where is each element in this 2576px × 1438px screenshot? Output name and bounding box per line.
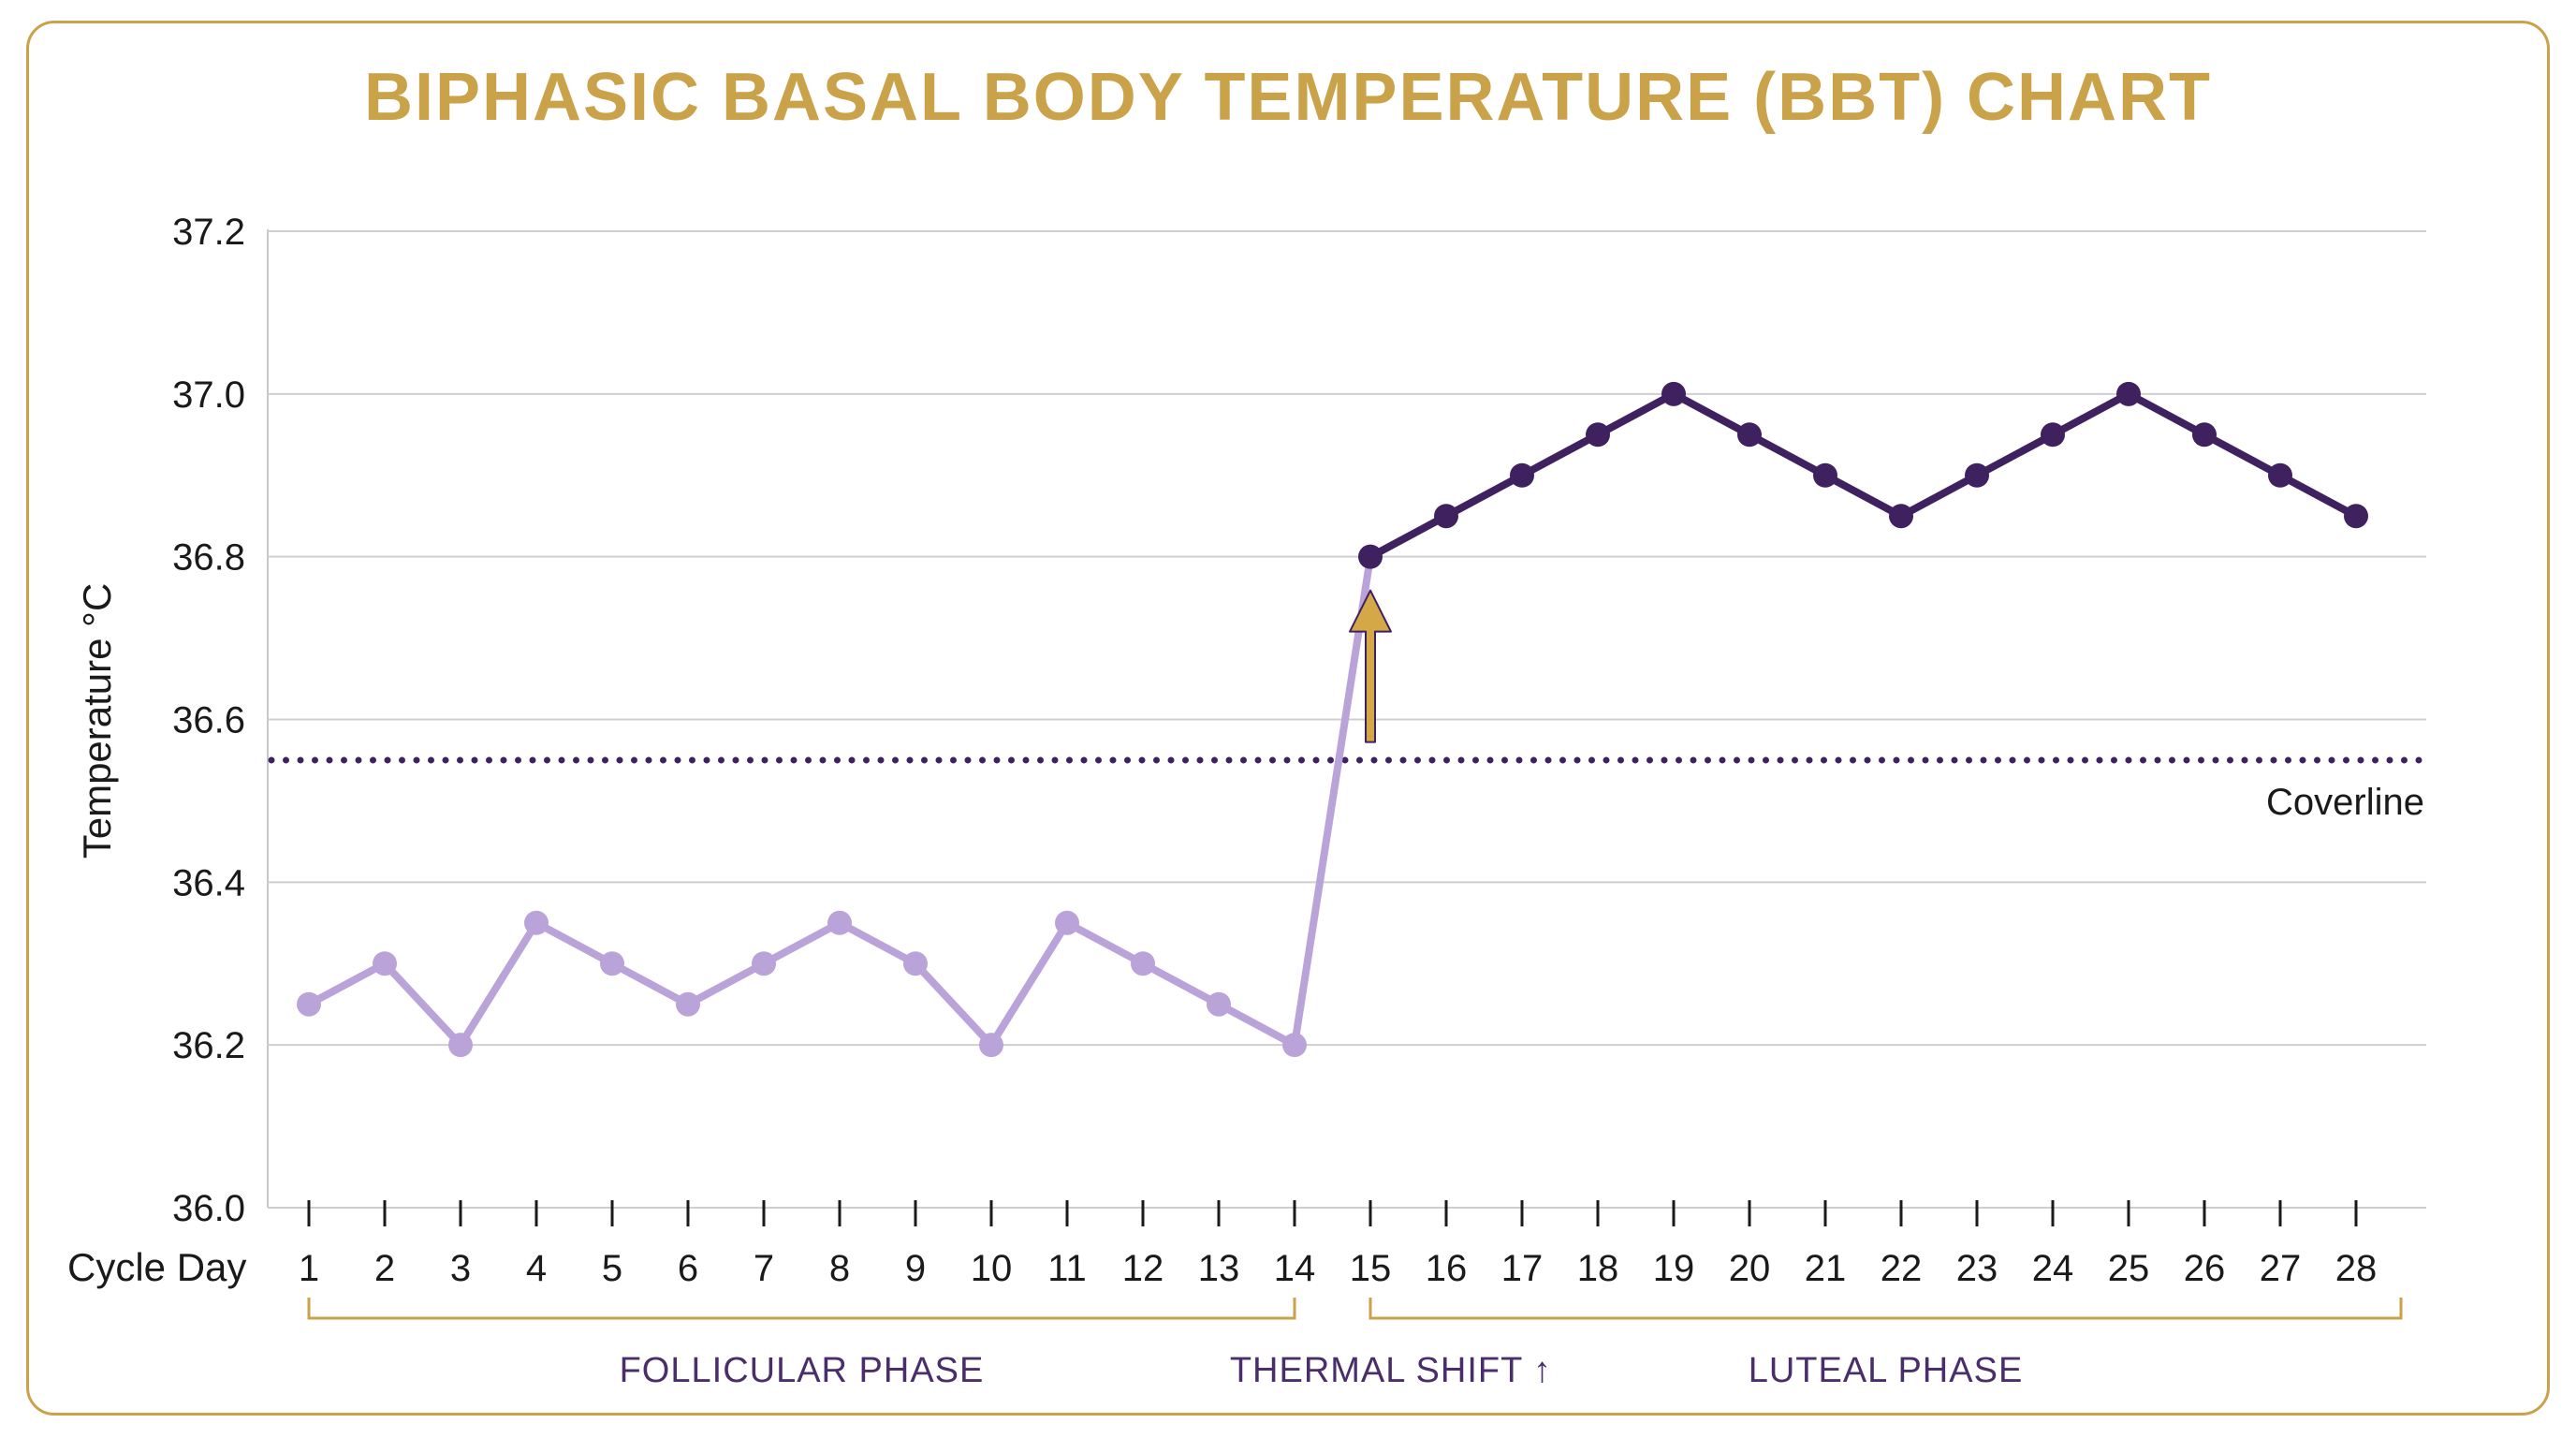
x-tick-label: 2 [374, 1248, 395, 1289]
x-axis-ticks: 1 2 3 4 5 6 7 8 9 10 11 12 13 14 15 16 17 18 19 20 21 22 23 24 2… [299, 1200, 2377, 1289]
coverline-label: Coverline [2266, 782, 2424, 823]
x-tick-label: 4 [526, 1248, 547, 1289]
x-tick-label: 9 [905, 1248, 926, 1289]
luteal-series-point [1586, 422, 1610, 448]
x-tick-label: 10 [971, 1248, 1013, 1289]
follicular-bracket [307, 1298, 1296, 1320]
follicular-series-point [1207, 991, 1231, 1017]
luteal-series-point [1889, 504, 1913, 529]
follicular-series-point [979, 1033, 1003, 1058]
luteal-series-point [1434, 504, 1458, 529]
follicular-series-point [600, 951, 624, 976]
luteal-series-point [1510, 462, 1534, 488]
y-tick-label: 36.0 [172, 1188, 245, 1229]
x-tick-label: 20 [1729, 1248, 1771, 1289]
follicular-phase-label: FOLLICULAR PHASE [620, 1351, 985, 1390]
follicular-series-point [1131, 951, 1155, 976]
follicular-series-point [676, 991, 700, 1017]
follicular-series-point [903, 951, 928, 976]
chart-title: BIPHASIC BASAL BODY TEMPERATURE (BBT) CH… [364, 60, 2212, 135]
luteal-phase-label: LUTEAL PHASE [1749, 1351, 2024, 1390]
x-tick-label: 21 [1805, 1248, 1847, 1289]
follicular-series-point [752, 951, 776, 976]
x-tick-label: 24 [2032, 1248, 2074, 1289]
x-tick-label: 18 [1577, 1248, 1619, 1289]
x-tick-label: 27 [2260, 1248, 2302, 1289]
phase-annotations: FOLLICULAR PHASE THERMAL SHIFT ↑ LUTEAL PH… [307, 1298, 2403, 1390]
y-tick-label: 36.4 [172, 862, 245, 903]
y-axis-label: Temperature °C [75, 583, 119, 859]
luteal-bracket [1368, 1298, 2403, 1320]
follicular-series-point [297, 991, 321, 1017]
follicular-series-point [524, 910, 549, 935]
x-tick-label: 15 [1350, 1248, 1392, 1289]
luteal-series-point [2041, 422, 2065, 448]
luteal-series-point [1358, 544, 1383, 569]
x-tick-label: 22 [1881, 1248, 1923, 1289]
y-tick-label: 36.8 [172, 537, 245, 579]
x-tick-label: 6 [678, 1248, 698, 1289]
y-tick-label: 36.2 [172, 1025, 245, 1066]
x-tick-label: 17 [1501, 1248, 1544, 1289]
luteal-series-point [1965, 462, 1989, 488]
x-tick-label: 11 [1047, 1248, 1087, 1289]
follicular-series-point [827, 910, 852, 935]
series [297, 381, 2368, 1058]
chart-frame [26, 21, 2550, 1416]
luteal-series-point [1737, 422, 1762, 448]
x-tick-label: 28 [2335, 1248, 2378, 1289]
thermal-shift-connector [1291, 552, 1374, 1049]
x-axis-label: Cycle Day [67, 1245, 246, 1289]
x-tick-label: 12 [1122, 1248, 1164, 1289]
x-tick-label: 8 [829, 1248, 850, 1289]
x-tick-label: 16 [1426, 1248, 1468, 1289]
follicular-series-point [1282, 1033, 1307, 1058]
y-tick-label: 37.0 [172, 374, 245, 416]
follicular-series-point [1055, 910, 1079, 935]
y-tick-label: 36.6 [172, 700, 245, 741]
x-tick-label: 5 [602, 1248, 622, 1289]
y-tick-label: 37.2 [172, 212, 245, 253]
luteal-series-line [1367, 389, 2360, 561]
thermal-shift-arrow-icon [1349, 589, 1392, 743]
x-tick-label: 3 [450, 1248, 471, 1289]
luteal-series-point [2268, 462, 2292, 488]
y-axis-ticks: 36.0 36.2 36.4 36.6 36.8 37.0 37.2 [172, 212, 245, 1229]
x-tick-label: 13 [1198, 1248, 1240, 1289]
x-tick-label: 14 [1274, 1248, 1316, 1289]
luteal-series-point [1813, 462, 1837, 488]
follicular-series-point [373, 951, 397, 976]
follicular-series-point [448, 1033, 473, 1058]
x-tick-label: 19 [1653, 1248, 1695, 1289]
follicular-series-line [305, 918, 1298, 1049]
thermal-shift-label: THERMAL SHIFT ↑ [1230, 1351, 1552, 1390]
luteal-series-point [2192, 422, 2217, 448]
x-tick-label: 25 [2108, 1248, 2150, 1289]
x-tick-label: 7 [754, 1248, 774, 1289]
luteal-series-point [2116, 381, 2141, 406]
coverline: Coverline [268, 756, 2430, 823]
x-tick-label: 26 [2184, 1248, 2226, 1289]
x-tick-label: 1 [299, 1248, 319, 1289]
luteal-series-point [2344, 504, 2368, 529]
luteal-series-point [1661, 381, 1686, 406]
arrow-shape [1349, 589, 1392, 743]
x-tick-label: 23 [1956, 1248, 1998, 1289]
